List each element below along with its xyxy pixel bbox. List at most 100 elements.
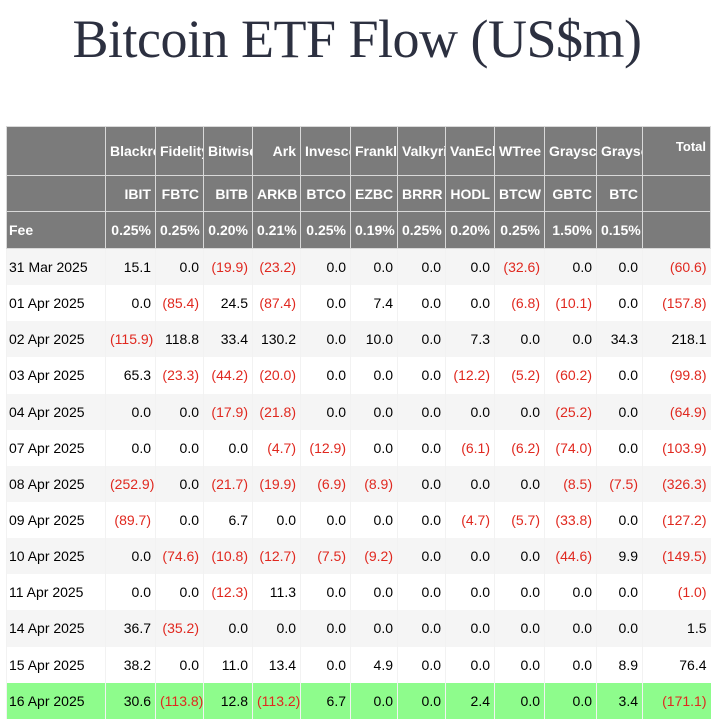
date-cell: 10 Apr 2025 bbox=[6, 538, 106, 575]
flow-value-cell: 33.4 bbox=[203, 321, 253, 358]
flow-value-cell: 0.0 bbox=[544, 574, 597, 611]
total-value-cell: (103.9) bbox=[642, 429, 711, 466]
flow-value-cell: 0.0 bbox=[105, 285, 156, 322]
date-cell: 02 Apr 2025 bbox=[6, 321, 106, 358]
header-corner-cell bbox=[6, 126, 106, 176]
date-cell: 14 Apr 2025 bbox=[6, 610, 106, 647]
flow-value-cell: 10.0 bbox=[350, 321, 398, 358]
issuer-header: Fidelity bbox=[155, 126, 204, 176]
issuer-header: Grayscale bbox=[596, 126, 643, 176]
flow-value-cell: 0.0 bbox=[155, 429, 204, 466]
flow-value-cell: 0.0 bbox=[300, 501, 351, 539]
flow-value-cell: (74.0) bbox=[544, 429, 597, 466]
table-row: 04 Apr 2025 0.0 0.0 (17.9) (21.8) 0.0 0.0 0.0 0.… bbox=[6, 393, 711, 430]
flow-value-cell: 130.2 bbox=[252, 321, 301, 358]
etf-flow-table: BlackrockFidelityBitwiseArkInvescoFrankl… bbox=[6, 126, 711, 719]
date-cell: 09 Apr 2025 bbox=[6, 501, 106, 539]
issuer-header: VanEck bbox=[445, 126, 495, 176]
flow-value-cell: 0.0 bbox=[494, 393, 545, 430]
flow-value-cell: 0.0 bbox=[494, 321, 545, 358]
flow-value-cell: 0.0 bbox=[155, 465, 204, 502]
flow-value-cell: (44.2) bbox=[203, 357, 253, 394]
table-row: 11 Apr 2025 0.0 0.0 (12.3) 11.3 0.0 0.0 0.0 0.0 0… bbox=[6, 574, 711, 611]
flow-value-cell: 0.0 bbox=[397, 646, 446, 683]
flow-value-cell: 0.0 bbox=[596, 357, 643, 394]
flow-value-cell: (12.3) bbox=[203, 574, 253, 611]
total-value-cell: 218.1 bbox=[642, 321, 711, 358]
flow-value-cell: 0.0 bbox=[397, 610, 446, 647]
flow-value-cell: (7.5) bbox=[300, 538, 351, 575]
flow-value-cell: 11.3 bbox=[252, 574, 301, 611]
flow-value-cell: 0.0 bbox=[397, 501, 446, 539]
flow-value-cell: 0.0 bbox=[596, 610, 643, 647]
date-cell: 15 Apr 2025 bbox=[6, 646, 106, 683]
flow-value-cell: (21.8) bbox=[252, 393, 301, 430]
table-row: 10 Apr 2025 0.0 (74.6) (10.8) (12.7) (7.5) (9.… bbox=[6, 538, 711, 575]
table-row: 08 Apr 2025 (252.9) 0.0 (21.7) (19.9) (6.9) (8… bbox=[6, 465, 711, 502]
flow-value-cell: 0.0 bbox=[494, 682, 545, 719]
fee-value: 0.20% bbox=[203, 211, 253, 249]
flow-value-cell: 0.0 bbox=[445, 393, 495, 430]
flow-value-cell: 0.0 bbox=[350, 610, 398, 647]
ticker-header: FBTC bbox=[155, 175, 204, 212]
flow-value-cell: 0.0 bbox=[155, 248, 204, 286]
flow-value-cell: 0.0 bbox=[155, 393, 204, 430]
flow-value-cell: (115.9) bbox=[105, 321, 156, 358]
issuer-header: Bitwise bbox=[203, 126, 253, 176]
flow-value-cell: (4.7) bbox=[445, 501, 495, 539]
flow-value-cell: (9.2) bbox=[350, 538, 398, 575]
flow-value-cell: (44.6) bbox=[544, 538, 597, 575]
flow-value-cell: (6.8) bbox=[494, 285, 545, 322]
flow-value-cell: 24.5 bbox=[203, 285, 253, 322]
table-row: 31 Mar 2025 15.1 0.0 (19.9) (23.2) 0.0 0.0 0.0 0… bbox=[6, 248, 711, 286]
flow-value-cell: 0.0 bbox=[596, 285, 643, 322]
flow-value-cell: 0.0 bbox=[445, 248, 495, 286]
table-row: 16 Apr 2025 30.6 (113.8) 12.8 (113.2) 6.7 0.0 0… bbox=[6, 682, 711, 719]
header-blank-cell bbox=[6, 175, 106, 212]
flow-value-cell: 4.9 bbox=[350, 646, 398, 683]
issuer-header: Blackrock bbox=[105, 126, 156, 176]
flow-value-cell: 0.0 bbox=[494, 465, 545, 502]
flow-value-cell: (32.6) bbox=[494, 248, 545, 286]
flow-value-cell: (113.8) bbox=[155, 682, 204, 719]
ticker-header: BRRR bbox=[397, 175, 446, 212]
flow-value-cell: (10.8) bbox=[203, 538, 253, 575]
table-body: 31 Mar 2025 15.1 0.0 (19.9) (23.2) 0.0 0.0 0.0 0… bbox=[6, 248, 711, 719]
flow-value-cell: 3.4 bbox=[596, 682, 643, 719]
flow-value-cell: (60.2) bbox=[544, 357, 597, 394]
total-value-cell: (157.8) bbox=[642, 285, 711, 322]
flow-value-cell: (252.9) bbox=[105, 465, 156, 502]
flow-value-cell: (33.8) bbox=[544, 501, 597, 539]
flow-value-cell: (113.2) bbox=[252, 682, 301, 719]
flow-value-cell: 12.8 bbox=[203, 682, 253, 719]
date-cell: 31 Mar 2025 bbox=[6, 248, 106, 286]
flow-value-cell: 0.0 bbox=[300, 285, 351, 322]
fee-value: 0.21% bbox=[252, 211, 301, 249]
flow-value-cell: 0.0 bbox=[445, 646, 495, 683]
total-value-cell: (60.6) bbox=[642, 248, 711, 286]
flow-value-cell: 0.0 bbox=[300, 248, 351, 286]
flow-value-cell: 0.0 bbox=[350, 682, 398, 719]
flow-value-cell: 0.0 bbox=[445, 465, 495, 502]
issuer-header: Grayscale bbox=[544, 126, 597, 176]
flow-value-cell: (19.9) bbox=[203, 248, 253, 286]
ticker-header: BTC bbox=[596, 175, 643, 212]
flow-value-cell: 2.4 bbox=[445, 682, 495, 719]
flow-value-cell: 0.0 bbox=[397, 538, 446, 575]
flow-value-cell: 0.0 bbox=[494, 574, 545, 611]
ticker-header: BITB bbox=[203, 175, 253, 212]
page-title: Bitcoin ETF Flow (US$m) bbox=[72, 9, 642, 69]
flow-value-cell: 0.0 bbox=[397, 682, 446, 719]
date-cell: 01 Apr 2025 bbox=[6, 285, 106, 322]
flow-value-cell: (19.9) bbox=[252, 465, 301, 502]
flow-value-cell: (5.7) bbox=[494, 501, 545, 539]
fee-value: 0.20% bbox=[445, 211, 495, 249]
flow-value-cell: 0.0 bbox=[494, 610, 545, 647]
flow-value-cell: 0.0 bbox=[350, 393, 398, 430]
flow-value-cell: 0.0 bbox=[350, 248, 398, 286]
flow-value-cell: 7.4 bbox=[350, 285, 398, 322]
flow-value-cell: 0.0 bbox=[544, 321, 597, 358]
flow-value-cell: 0.0 bbox=[397, 248, 446, 286]
ticker-header: BTCO bbox=[300, 175, 351, 212]
flow-value-cell: 7.3 bbox=[445, 321, 495, 358]
